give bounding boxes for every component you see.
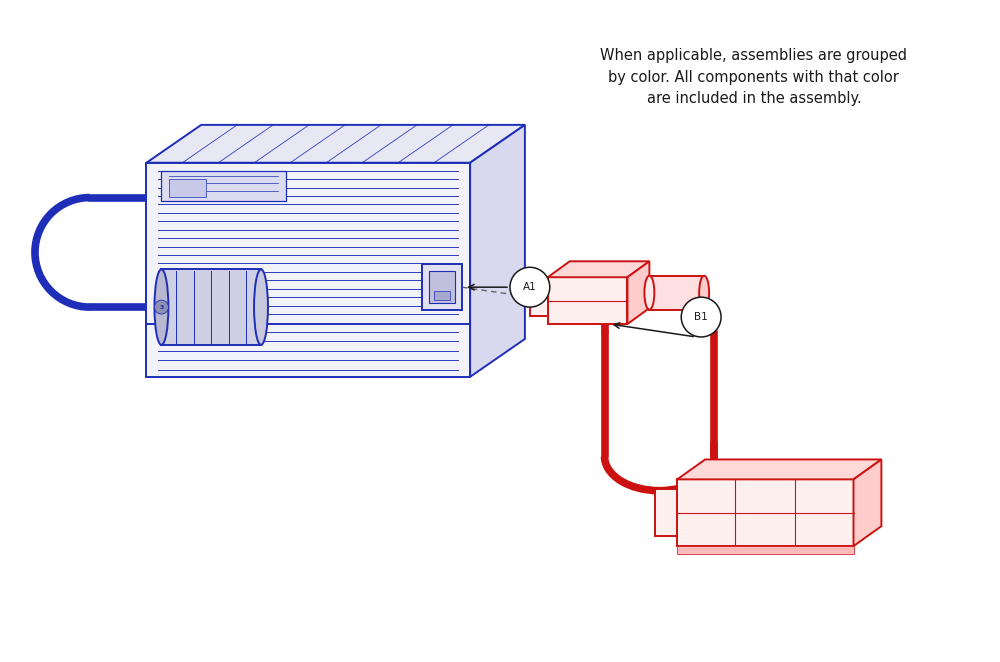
Polygon shape — [530, 285, 548, 316]
Polygon shape — [854, 459, 881, 546]
Polygon shape — [627, 261, 649, 324]
Circle shape — [154, 300, 168, 314]
Polygon shape — [649, 276, 704, 310]
Polygon shape — [677, 479, 854, 546]
Text: 3: 3 — [159, 305, 164, 310]
Polygon shape — [434, 291, 450, 300]
Polygon shape — [429, 271, 455, 303]
Polygon shape — [548, 261, 649, 277]
Polygon shape — [161, 269, 261, 345]
Polygon shape — [470, 125, 525, 377]
Text: When applicable, assemblies are grouped
by color. All components with that color: When applicable, assemblies are grouped … — [600, 48, 907, 107]
Polygon shape — [146, 125, 525, 163]
Text: B1: B1 — [694, 312, 708, 322]
Ellipse shape — [644, 276, 654, 310]
Polygon shape — [677, 459, 881, 479]
Polygon shape — [422, 264, 462, 310]
Ellipse shape — [154, 269, 168, 345]
Polygon shape — [169, 179, 206, 197]
Circle shape — [510, 267, 550, 307]
Text: A1: A1 — [523, 282, 537, 292]
Circle shape — [681, 297, 721, 337]
Ellipse shape — [254, 269, 268, 345]
Polygon shape — [548, 277, 627, 324]
Polygon shape — [655, 489, 677, 536]
Ellipse shape — [699, 276, 709, 310]
Polygon shape — [161, 171, 286, 201]
Polygon shape — [146, 163, 470, 377]
Polygon shape — [677, 546, 854, 554]
